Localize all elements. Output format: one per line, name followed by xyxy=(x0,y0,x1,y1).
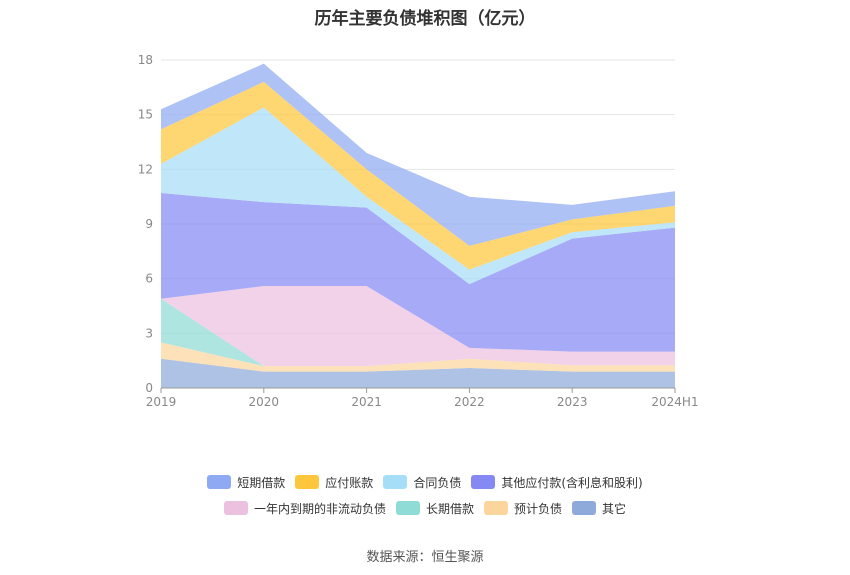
series-area xyxy=(161,81,675,270)
legend-item[interactable]: 其它 xyxy=(572,498,626,518)
legend-item[interactable]: 短期借款 xyxy=(207,472,285,492)
legend-label: 一年内到期的非流动负债 xyxy=(253,501,386,516)
legend-label: 其他应付款(含利息和股利) xyxy=(501,475,643,490)
legend-label: 应付账款 xyxy=(325,475,374,490)
legend-row: 一年内到期的非流动负债 长期借款 预计负债 其它 xyxy=(0,498,850,518)
x-tick-label: 2022 xyxy=(454,395,485,409)
data-source: 数据来源：恒生聚源 xyxy=(366,550,484,565)
y-tick-label: 12 xyxy=(138,162,153,176)
legend-label: 长期借款 xyxy=(425,501,474,516)
series-area xyxy=(161,193,675,352)
series-area xyxy=(161,107,675,285)
x-tick-label: 2023 xyxy=(557,395,588,409)
legend-swatch xyxy=(395,501,420,515)
y-tick-label: 6 xyxy=(145,272,153,286)
legend-label: 合同负债 xyxy=(413,475,462,490)
y-tick-label: 0 xyxy=(145,381,153,395)
series-area xyxy=(161,358,675,388)
legend-item[interactable]: 预计负债 xyxy=(484,498,562,518)
x-tick-label: 2024H1 xyxy=(651,395,698,409)
legend-swatch xyxy=(484,501,508,515)
x-tick-label: 2020 xyxy=(249,395,280,409)
legend-item[interactable]: 其他应付款(含利息和股利) xyxy=(471,472,643,492)
legend-label: 其它 xyxy=(602,501,627,516)
legend-swatch xyxy=(295,475,320,489)
y-tick-label: 15 xyxy=(138,108,153,122)
chart-title: 历年主要负债堆积图（亿元） xyxy=(314,9,536,29)
legend-swatch xyxy=(471,475,496,489)
series-area xyxy=(161,342,675,372)
legend-swatch xyxy=(207,475,232,489)
series-area xyxy=(161,286,675,367)
legend-item[interactable]: 一年内到期的非流动负债 xyxy=(223,498,386,518)
legend-row: 短期借款 应付账款 合同负债 其他应付款(含利息和股利) xyxy=(0,472,850,492)
stacked-area-chart: 0 3 6 9 12 15 18 2019 2020 2021 2022 2023 2024H1 xyxy=(138,53,699,409)
legend-swatch xyxy=(383,475,408,489)
chart-legend: 短期借款 应付账款 合同负债 其他应付款(含利息和股利) 一年内到期的非流动负债 长期借… xyxy=(0,472,850,524)
y-tick-label: 18 xyxy=(138,53,153,67)
legend-item[interactable]: 长期借款 xyxy=(395,498,474,518)
legend-item[interactable]: 合同负债 xyxy=(383,472,461,492)
y-tick-label: 9 xyxy=(145,217,153,231)
x-tick-label: 2019 xyxy=(146,395,177,409)
legend-label: 短期借款 xyxy=(237,475,286,490)
legend-label: 预计负债 xyxy=(514,501,563,516)
legend-swatch xyxy=(223,501,248,515)
legend-item[interactable]: 应付账款 xyxy=(295,472,373,492)
x-tick-label: 2021 xyxy=(351,395,382,409)
legend-swatch xyxy=(572,501,597,515)
y-tick-label: 3 xyxy=(145,326,153,340)
